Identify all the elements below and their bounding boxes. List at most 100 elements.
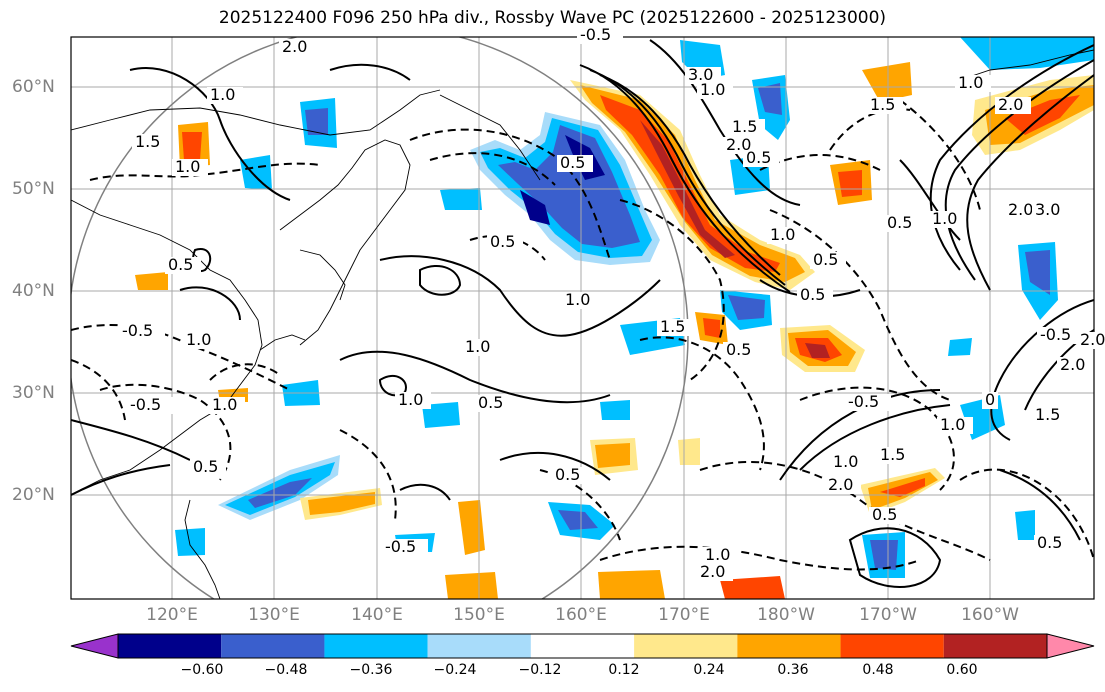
colorbar-tick: −0.60 bbox=[180, 662, 224, 678]
contour-label: -0.5 bbox=[130, 395, 161, 414]
contour-label: 2.0 bbox=[282, 37, 307, 56]
solid-contours bbox=[71, 39, 1094, 588]
contour-label-bg bbox=[1032, 407, 1068, 424]
lat-label-50n: 50°N bbox=[12, 179, 55, 199]
contour-label-bg bbox=[697, 564, 733, 581]
contour-label: 2.0 bbox=[726, 135, 751, 154]
contour-label-bg bbox=[929, 211, 965, 228]
lon-label-160e: 160°E bbox=[555, 605, 607, 625]
lon-label-140e: 140°E bbox=[351, 605, 403, 625]
contour-label: 0.5 bbox=[490, 232, 515, 251]
contour-label-bg bbox=[955, 75, 991, 92]
contour-label-bg bbox=[183, 332, 219, 349]
contour-label: 0.5 bbox=[800, 285, 825, 304]
contour-label-bg bbox=[395, 392, 431, 409]
contour-label-bg bbox=[127, 397, 173, 414]
lon-label-130e: 130°E bbox=[248, 605, 300, 625]
contour-label: 1.0 bbox=[398, 390, 423, 409]
colorbar-tick: −0.36 bbox=[349, 662, 393, 678]
contour-label: 1.5 bbox=[870, 95, 895, 114]
contour-label-bg bbox=[830, 454, 866, 471]
colorbar-tick: −0.12 bbox=[518, 662, 562, 678]
contour-label-bg bbox=[825, 477, 861, 494]
colorbar-extend-max bbox=[1046, 633, 1095, 659]
colorbar-tick: 0.36 bbox=[777, 662, 809, 678]
contour-label: -0.5 bbox=[580, 25, 611, 44]
contour-label-bg bbox=[279, 39, 315, 56]
colorbar-tick: 0.60 bbox=[946, 662, 978, 678]
contour-label-bg bbox=[810, 252, 846, 269]
contour-label-bg bbox=[462, 339, 498, 356]
lon-label-120e: 120°E bbox=[146, 605, 198, 625]
contour-label-bg bbox=[982, 392, 998, 409]
contour-label: 1.5 bbox=[660, 317, 685, 336]
contour-label: 1.5 bbox=[732, 117, 757, 136]
contour-label-bg bbox=[657, 319, 693, 336]
contour-label-bg bbox=[1037, 327, 1083, 344]
contour-label: 0.5 bbox=[813, 250, 838, 269]
contour-label: 1.0 bbox=[833, 452, 858, 471]
contour-label-bg bbox=[562, 292, 598, 309]
contour-label-bg bbox=[723, 137, 759, 154]
contour-labels: 2.01.01.51.00.51.00.5-0.51.0-0.51.01.0 0.… bbox=[119, 25, 1105, 581]
contour-label: 2.0 bbox=[1008, 200, 1033, 219]
contour-label-bg bbox=[995, 97, 1031, 114]
contour-label-bg bbox=[797, 287, 833, 304]
contour-label: 0 bbox=[985, 390, 995, 409]
contour-label-bg bbox=[877, 447, 913, 464]
contour-label: 3.0 bbox=[688, 65, 713, 84]
contour-label: 1.0 bbox=[175, 157, 200, 176]
colorbar-segment bbox=[118, 634, 222, 658]
contour-label: 1.0 bbox=[940, 415, 965, 434]
colorbar-segment bbox=[427, 634, 531, 658]
contour-label: 2.0 bbox=[700, 562, 725, 581]
lon-label-180w: 180°W bbox=[757, 605, 815, 625]
contour-label: 1.0 bbox=[465, 337, 490, 356]
contour-label: 0.5 bbox=[746, 148, 771, 167]
contour-label: 1.5 bbox=[135, 132, 160, 151]
contour-label-bg bbox=[697, 82, 733, 99]
contour-label: 1.5 bbox=[880, 445, 905, 464]
contour-label: -0.5 bbox=[1040, 325, 1071, 344]
contour-label: 0.5 bbox=[555, 465, 580, 484]
colorbar-tick: −0.24 bbox=[433, 662, 477, 678]
contour-label-bg bbox=[702, 547, 738, 564]
contour-label: 0.5 bbox=[168, 255, 193, 274]
contour-label: 0.5 bbox=[478, 393, 503, 412]
contour-label-bg bbox=[172, 159, 208, 176]
contour-label-bg bbox=[884, 215, 920, 232]
lon-label-160w: 160°W bbox=[961, 605, 1019, 625]
contour-label: 2.0 bbox=[828, 475, 853, 494]
contour-label: 1.0 bbox=[700, 80, 725, 99]
contour-label-bg bbox=[1032, 202, 1068, 219]
lon-label-170e: 170°E bbox=[658, 605, 710, 625]
colorbar-segment bbox=[943, 634, 1047, 658]
contour-label-bg bbox=[767, 227, 803, 244]
lat-label-20n: 20°N bbox=[12, 485, 55, 505]
contour-label: 1.0 bbox=[705, 545, 730, 564]
lon-label-170w: 170°W bbox=[859, 605, 917, 625]
contour-label: 0.5 bbox=[1037, 533, 1062, 552]
colorbar bbox=[70, 633, 1095, 659]
contour-label: 1.0 bbox=[770, 225, 795, 244]
contour-label-bg bbox=[685, 67, 721, 84]
contour-label-bg bbox=[1057, 357, 1093, 374]
contour-label: 1.5 bbox=[1035, 405, 1060, 424]
contour-label: 0.5 bbox=[872, 505, 897, 524]
contour-label-bg bbox=[209, 397, 245, 414]
graticule bbox=[71, 37, 1094, 599]
contour-label-bg bbox=[382, 539, 428, 556]
contour-label: 0.5 bbox=[560, 153, 585, 172]
lat-label-60n: 60°N bbox=[12, 77, 55, 97]
contour-label-bg bbox=[557, 155, 593, 172]
contour-label: 2.0 bbox=[1080, 330, 1105, 349]
contour-label-bg bbox=[1077, 332, 1105, 349]
contour-label: 1.0 bbox=[212, 395, 237, 414]
contour-label: 2.0 bbox=[998, 95, 1023, 114]
contour-label: 1.0 bbox=[958, 73, 983, 92]
contour-label-bg bbox=[475, 395, 511, 412]
contour-label: 2.0 bbox=[1060, 355, 1085, 374]
contour-label-bg bbox=[207, 87, 243, 104]
colorbar-segment bbox=[221, 634, 325, 658]
colorbar-segment bbox=[840, 634, 944, 658]
